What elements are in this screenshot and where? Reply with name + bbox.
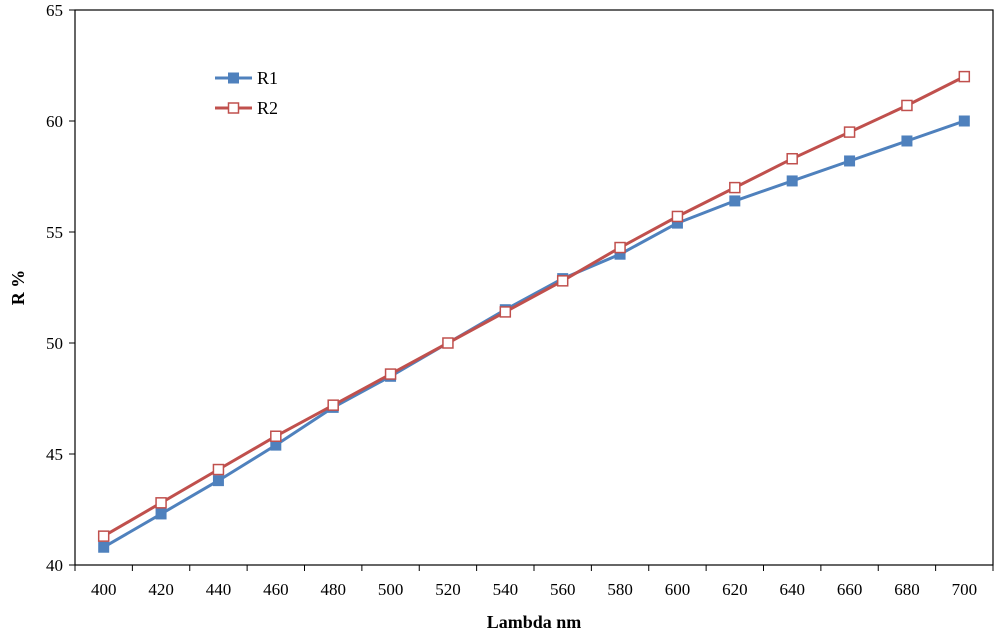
data-point-r1 [729,195,741,207]
series-line-r1 [102,119,965,549]
data-point-r2 [614,241,626,254]
x-tick-label: 680 [894,580,920,599]
data-point-r2 [97,530,110,542]
data-point-r1 [844,155,856,167]
x-tick-label: 600 [665,580,691,599]
series-line-r2 [102,75,965,538]
x-tick-label: 620 [722,580,748,599]
data-point-r2 [556,275,569,287]
legend-marker-r2 [227,102,240,114]
data-point-r2 [499,306,512,318]
x-tick-label: 420 [148,580,174,599]
x-tick-label: 460 [263,580,289,599]
axes [69,9,994,571]
x-axis-label: Lambda nm [487,612,582,632]
data-point-r1 [901,135,913,147]
plot-frame [74,9,994,566]
data-point-r2 [958,70,971,83]
legend-label-r2: R2 [257,98,278,118]
data-point-r2 [327,399,339,411]
data-point-r2 [729,181,741,194]
x-tick-label: 580 [607,580,633,599]
y-tick-label: 50 [46,334,63,353]
data-point-r2 [671,210,684,223]
x-tick-label: 440 [206,580,232,599]
y-tick-label: 55 [46,223,63,242]
data-point-r1 [155,508,167,520]
data-point-r2 [270,430,282,442]
data-point-r1 [212,475,224,487]
data-point-r2 [384,368,397,380]
legend-label-r1: R1 [257,68,278,88]
x-tick-label: 660 [837,580,863,599]
data-point-r2 [786,152,798,165]
tick-labels: 40 45 50 55 60 65 400 420 440 460 480 500 520 540 560 5… [46,1,977,599]
series-lines [102,75,965,549]
data-point-r1 [958,115,970,127]
data-point-r2 [843,126,856,138]
x-tick-label: 480 [320,580,346,599]
data-point-r2 [212,463,225,476]
x-tick-label: 500 [378,580,404,599]
data-point-r1 [98,541,110,553]
x-tick-label: 700 [952,580,978,599]
data-point-r1 [786,175,798,187]
x-tick-label: 560 [550,580,576,599]
legend: R1 R2 [215,68,278,118]
x-tick-label: 640 [779,580,805,599]
y-tick-label: 45 [46,445,63,464]
x-tick-label: 520 [435,580,461,599]
data-point-r2 [901,99,913,112]
y-tick-label: 60 [46,112,63,131]
x-tick-label: 540 [493,580,519,599]
data-point-r2 [155,497,167,509]
data-point-r2 [442,337,454,349]
y-axis-label: R % [8,270,28,306]
series-markers [97,70,971,553]
y-tick-label: 65 [46,1,63,20]
y-tick-label: 40 [46,556,63,575]
x-tick-label: 400 [91,580,117,599]
legend-marker-r1 [228,72,239,84]
